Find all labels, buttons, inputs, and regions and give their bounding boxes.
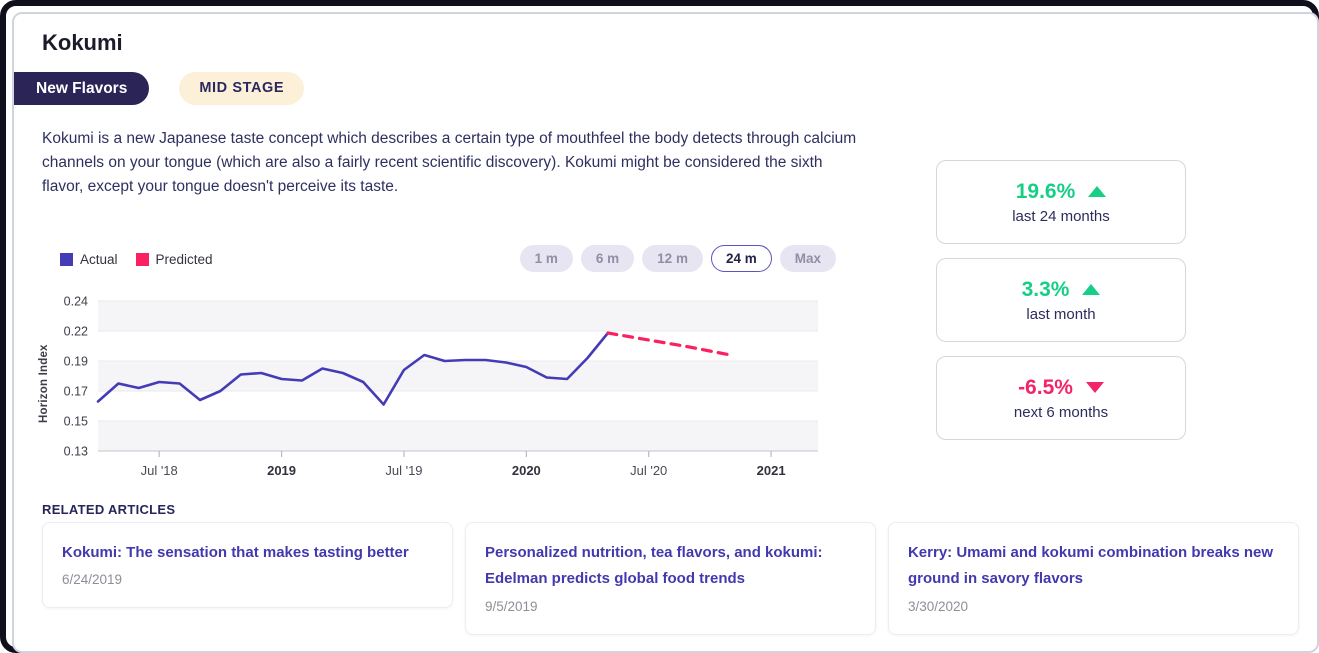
- time-range-selector: 1 m 6 m 12 m 24 m Max: [14, 245, 836, 272]
- article-card[interactable]: Kerry: Umami and kokumi combination brea…: [887, 522, 1299, 635]
- range-button-24m[interactable]: 24 m: [710, 245, 772, 272]
- svg-text:0.17: 0.17: [64, 385, 88, 399]
- badge-row: New Flavors MID STAGE: [14, 72, 305, 105]
- stat-card-last-month: 3.3% last month: [936, 258, 1186, 342]
- svg-text:2019: 2019: [267, 463, 296, 478]
- article-title-link[interactable]: Kerry: Umami and kokumi combination brea…: [907, 544, 1274, 588]
- trend-up-icon: [1088, 186, 1107, 197]
- article-date: 6/24/2019: [62, 572, 123, 588]
- related-articles-list: Kokumi: The sensation that makes tasting…: [42, 522, 1299, 635]
- svg-text:2020: 2020: [512, 463, 541, 478]
- trend-chart: 0.24 0.22 0.19 0.17 0.15 0.13 Jul '18 2019 Jul '…: [34, 291, 834, 496]
- chart-legend: Actual Predicted: [60, 252, 213, 267]
- legend-label: Predicted: [155, 252, 213, 267]
- article-date: 3/30/2020: [907, 598, 969, 614]
- page-title: Kokumi: [42, 30, 123, 55]
- article-card[interactable]: Kokumi: The sensation that makes tasting…: [42, 522, 453, 609]
- category-badge: New Flavors: [14, 72, 150, 105]
- stat-card-24-months: 19.6% last 24 months: [936, 160, 1186, 244]
- svg-text:0.24: 0.24: [64, 295, 88, 309]
- stat-value: -6.5%: [1018, 375, 1073, 399]
- range-button-1m[interactable]: 1 m: [519, 245, 573, 272]
- trend-down-icon: [1085, 382, 1104, 393]
- stat-label: last month: [1026, 305, 1096, 323]
- range-button-max[interactable]: Max: [779, 245, 836, 272]
- article-date: 9/5/2019: [484, 598, 538, 614]
- svg-text:2021: 2021: [757, 463, 786, 478]
- stat-card-next-6-months: -6.5% next 6 months: [936, 356, 1186, 440]
- predicted-swatch-icon: [135, 253, 149, 266]
- legend-item-actual: Actual: [60, 252, 118, 267]
- stat-value: 19.6%: [1015, 179, 1076, 203]
- trend-chart-svg: 0.24 0.22 0.19 0.17 0.15 0.13 Jul '18 2019 Jul '…: [64, 295, 818, 478]
- content-card: Kokumi New Flavors MID STAGE Kokumi is a…: [12, 12, 1319, 653]
- stat-label: next 6 months: [1013, 403, 1109, 421]
- svg-text:0.19: 0.19: [64, 355, 88, 369]
- legend-label: Actual: [80, 252, 118, 267]
- svg-text:0.13: 0.13: [64, 445, 88, 459]
- svg-text:Jul '20: Jul '20: [630, 463, 667, 478]
- trend-up-icon: [1082, 284, 1101, 295]
- related-articles-heading: RELATED ARTICLES: [42, 502, 176, 517]
- stat-value: 3.3%: [1021, 277, 1070, 301]
- actual-swatch-icon: [60, 253, 73, 266]
- stage-badge: MID STAGE: [179, 72, 305, 105]
- article-title-link[interactable]: Personalized nutrition, tea flavors, and…: [484, 544, 823, 588]
- article-card[interactable]: Personalized nutrition, tea flavors, and…: [464, 522, 876, 635]
- svg-text:Jul '19: Jul '19: [385, 463, 422, 478]
- stats-column: 19.6% last 24 months 3.3% last month -6.…: [936, 160, 1186, 454]
- svg-text:0.22: 0.22: [64, 325, 88, 339]
- stat-label: last 24 months: [1012, 207, 1110, 225]
- legend-item-predicted: Predicted: [135, 252, 213, 267]
- range-button-12m[interactable]: 12 m: [642, 245, 703, 272]
- article-title-link[interactable]: Kokumi: The sensation that makes tasting…: [62, 544, 409, 561]
- trend-description: Kokumi is a new Japanese taste concept w…: [42, 130, 857, 196]
- range-button-6m[interactable]: 6 m: [580, 245, 635, 272]
- svg-text:Jul '18: Jul '18: [141, 463, 178, 478]
- svg-text:0.15: 0.15: [64, 415, 88, 429]
